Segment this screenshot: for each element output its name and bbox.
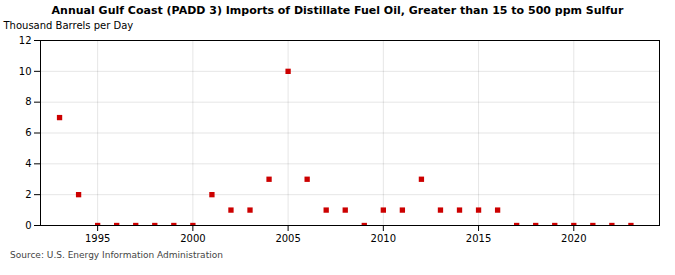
svg-text:Thousand Barrels per Day: Thousand Barrels per Day (3, 20, 134, 31)
svg-text:0: 0 (25, 220, 31, 231)
html-text:Annual Gulf Coast (PADD 3) Imp: Annual Gulf Coast (PADD 3) Imports of Di… (51, 4, 624, 17)
svg-text:1995: 1995 (85, 233, 110, 244)
svg-text:2015: 2015 (466, 233, 491, 244)
svg-text:2005: 2005 (275, 233, 300, 244)
html-text:Source: U.S. Energy Informatio: Source: U.S. Energy Information Administ… (10, 250, 223, 260)
svg-text:2010: 2010 (371, 233, 396, 244)
svg-text:8: 8 (25, 96, 31, 107)
svg-text:12: 12 (19, 35, 32, 46)
svg-text:2: 2 (25, 189, 31, 200)
svg-text:6: 6 (25, 127, 31, 138)
svg-text:2020: 2020 (561, 233, 586, 244)
svg-text:2000: 2000 (180, 233, 205, 244)
svg-text:4: 4 (25, 158, 31, 169)
svg-text:10: 10 (19, 66, 32, 77)
